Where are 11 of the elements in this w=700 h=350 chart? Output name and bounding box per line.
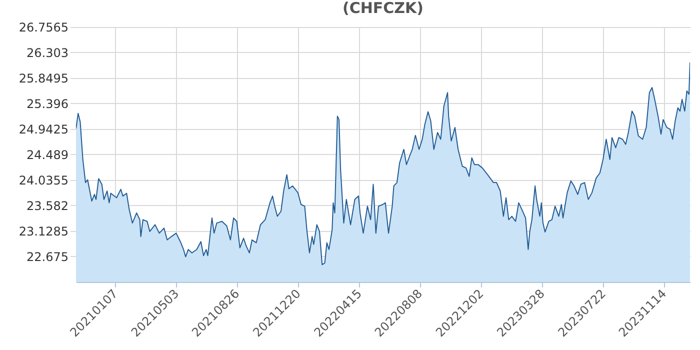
y-tick-label: 26.7565 — [18, 20, 68, 34]
y-tick-label: 24.0355 — [18, 174, 68, 188]
y-tick-label: 25.396 — [26, 97, 68, 111]
y-tick-label: 24.9425 — [18, 122, 68, 136]
y-tick-label: 24.489 — [26, 148, 68, 162]
y-tick-label: 23.582 — [26, 199, 68, 213]
chart-title: (CHFCZK) — [342, 0, 424, 17]
y-tick-label: 25.8495 — [18, 72, 68, 86]
y-tick-label: 26.303 — [26, 46, 68, 60]
y-tick-label: 22.675 — [26, 250, 68, 264]
y-tick-label: 23.1285 — [18, 224, 68, 238]
